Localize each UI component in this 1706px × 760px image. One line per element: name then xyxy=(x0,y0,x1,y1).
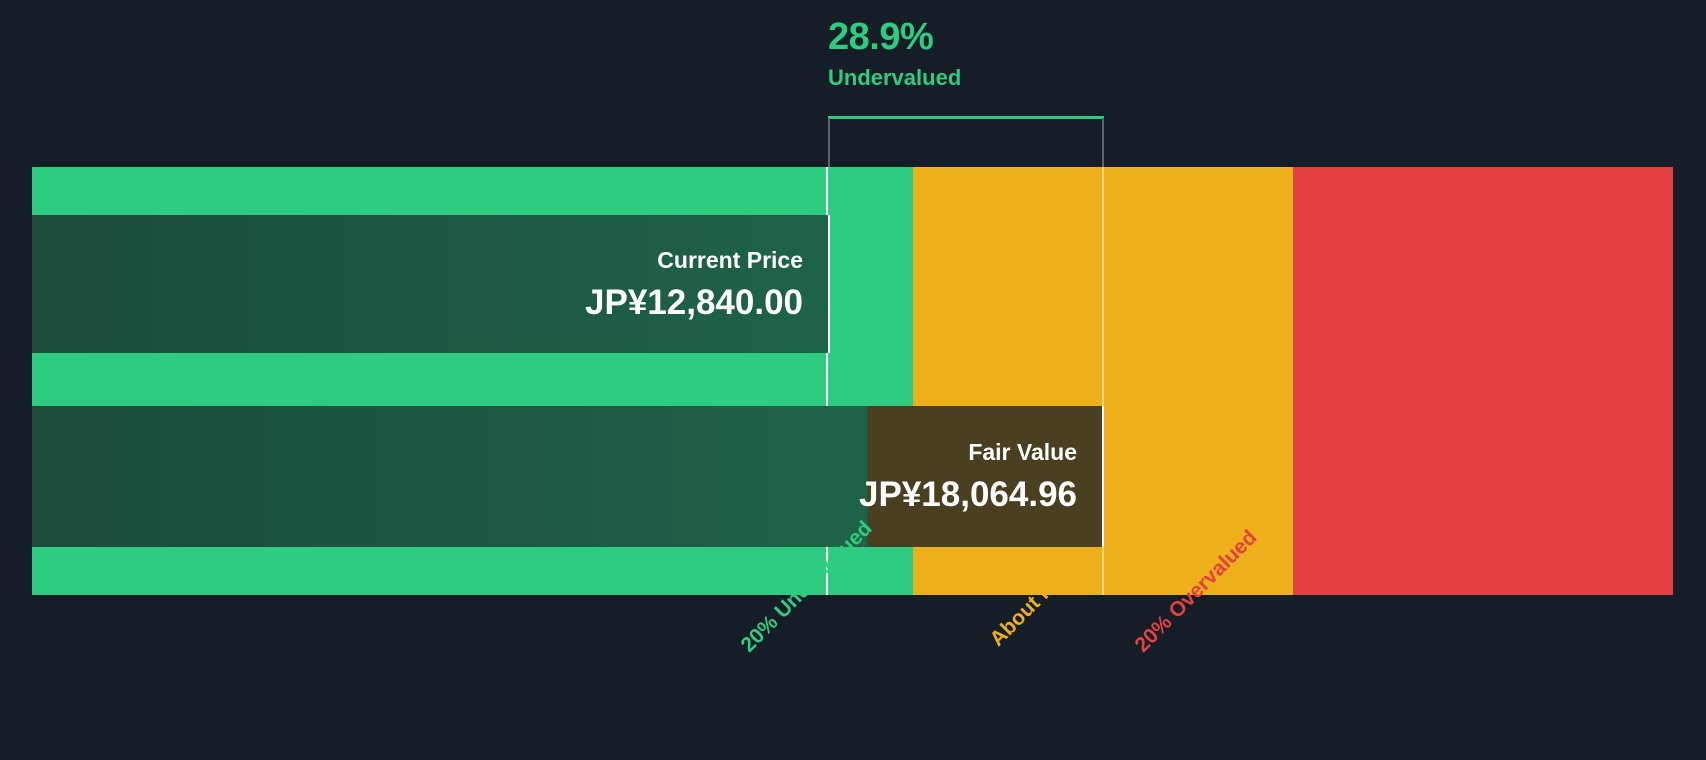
current-price-bar[interactable]: Current Price JP¥12,840.00 xyxy=(32,215,830,353)
current-price-value: JP¥12,840.00 xyxy=(585,282,803,322)
fair-value-divider xyxy=(1102,167,1104,595)
fair-value-label: Fair Value xyxy=(968,439,1077,465)
valuation-callout: 28.9% Undervalued xyxy=(828,18,961,89)
gap-bracket-top xyxy=(828,116,1104,119)
current-price-marker xyxy=(826,167,828,595)
current-price-label: Current Price xyxy=(657,246,803,273)
gap-bracket-left xyxy=(828,118,830,168)
band-overvalued xyxy=(1293,167,1673,595)
undervalued-percent: 28.9% xyxy=(828,16,934,58)
fair-value-value: JP¥18,064.96 xyxy=(859,475,1077,514)
gap-bracket-right xyxy=(1102,118,1104,168)
undervalued-verdict: Undervalued xyxy=(828,65,962,90)
fair-value-bar[interactable]: Fair Value JP¥18,064.96 xyxy=(32,406,1104,547)
